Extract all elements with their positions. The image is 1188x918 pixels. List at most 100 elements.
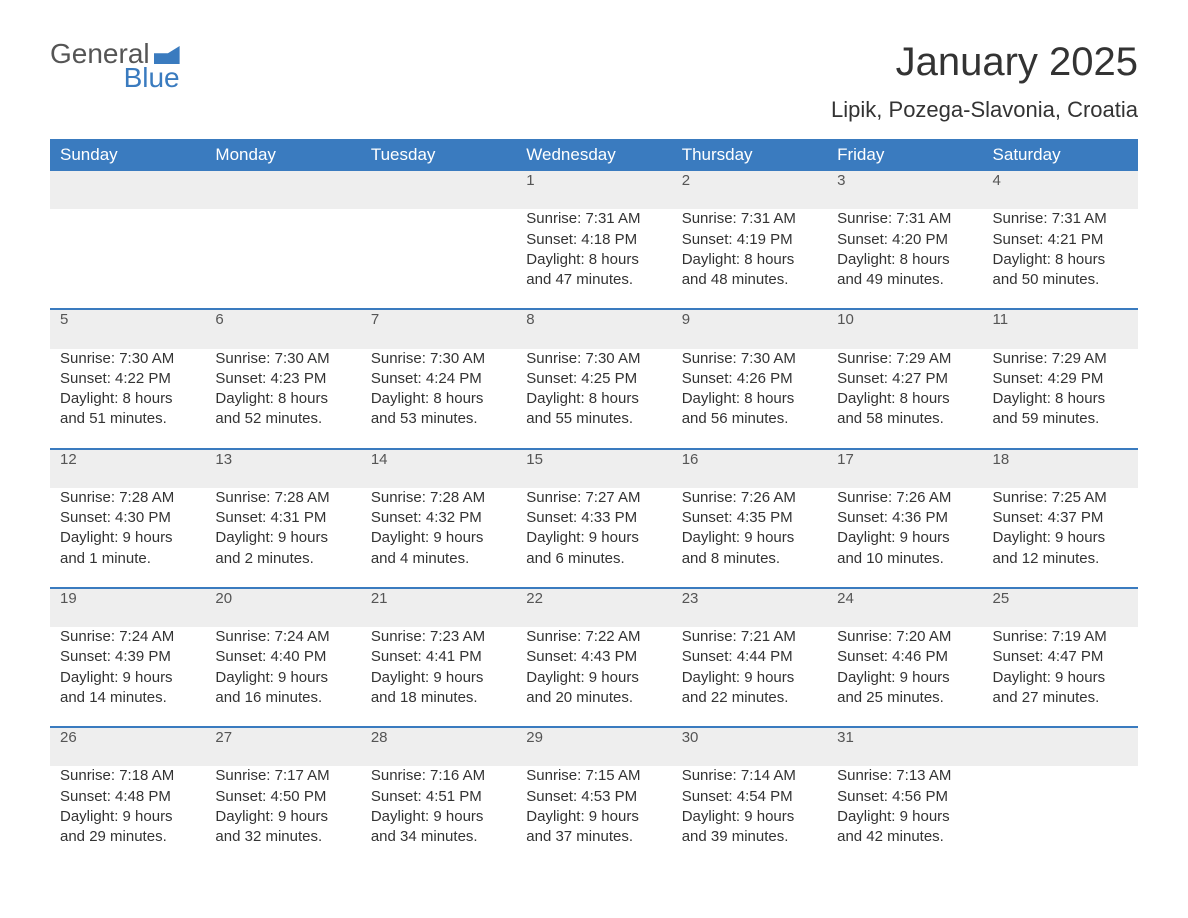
sunset-text: Sunset: 4:54 PM (682, 787, 817, 807)
day-content-cell (983, 766, 1138, 865)
day-number-cell: 10 (827, 309, 982, 348)
daylight-text: Daylight: 9 hours (371, 807, 506, 827)
daylight-text: Daylight: 9 hours (837, 668, 972, 688)
weekday-header: Tuesday (361, 139, 516, 171)
daylight-text: Daylight: 9 hours (371, 528, 506, 548)
sunset-text: Sunset: 4:30 PM (60, 508, 195, 528)
day-content-cell: Sunrise: 7:29 AMSunset: 4:29 PMDaylight:… (983, 349, 1138, 449)
daylight-text: Daylight: 9 hours (837, 528, 972, 548)
day-number: 4 (993, 172, 1001, 189)
day-content-cell (361, 209, 516, 309)
daylight-text: Daylight: 9 hours (215, 668, 350, 688)
day-content-row: Sunrise: 7:28 AM Sunset: 4:30 PM Daylight:… (50, 488, 1138, 588)
logo-icon (154, 46, 180, 64)
day-number-cell: 19 (50, 588, 205, 627)
sunrise-text: Sunrise: 7:26 AM (837, 488, 972, 508)
day-number-cell: 6 (205, 309, 360, 348)
calendar-table: Sunday Monday Tuesday Wednesday Thursday… (50, 139, 1138, 865)
day-content-cell: Sunrise: 7:24 AMSunset: 4:40 PMDaylight:… (205, 627, 360, 727)
daylight-text: Daylight: 8 hours (682, 389, 817, 409)
day-content-row: Sunrise: 7:31 AMSunset: 4:18 PMDaylight:… (50, 209, 1138, 309)
sunset-text: Sunset: 4:46 PM (837, 647, 972, 667)
sunrise-text: Sunrise: 7:30 AM (60, 349, 195, 369)
day-number: 9 (682, 311, 690, 328)
sunset-text: Sunset: 4:26 PM (682, 369, 817, 389)
day-number: 12 (60, 451, 77, 468)
day-number-cell: 22 (516, 588, 671, 627)
day-number-cell: 13 (205, 449, 360, 488)
day-content-cell: Sunrise: 7:22 AMSunset: 4:43 PMDaylight:… (516, 627, 671, 727)
sunrise-text: Sunrise: 7:29 AM (837, 349, 972, 369)
day-number-cell (50, 171, 205, 209)
sunset-text: Sunset: 4:23 PM (215, 369, 350, 389)
day-number-cell: 3 (827, 171, 982, 209)
logo-text-blue: Blue (124, 64, 180, 92)
daylight-text: and 49 minutes. (837, 270, 972, 290)
day-content-cell: Sunrise: 7:27 AMSunset: 4:33 PMDaylight:… (516, 488, 671, 588)
daylight-text: Daylight: 8 hours (526, 389, 661, 409)
daylight-text: Daylight: 8 hours (837, 389, 972, 409)
day-number-row: 262728293031 (50, 727, 1138, 766)
daylight-text: Daylight: 9 hours (526, 668, 661, 688)
daylight-text: and 55 minutes. (526, 409, 661, 429)
daylight-text: and 16 minutes. (215, 688, 350, 708)
title-block: January 2025 Lipik, Pozega-Slavonia, Cro… (831, 40, 1138, 131)
sunrise-text: Sunrise: 7:28 AM (215, 488, 350, 508)
day-number: 21 (371, 590, 388, 607)
daylight-text: and 6 minutes. (526, 549, 661, 569)
day-content-cell: Sunrise: 7:28 AMSunset: 4:32 PMDaylight:… (361, 488, 516, 588)
daylight-text: Daylight: 8 hours (526, 250, 661, 270)
day-number: 7 (371, 311, 379, 328)
sunrise-text: Sunrise: 7:19 AM (993, 627, 1128, 647)
sunrise-text: Sunrise: 7:15 AM (526, 766, 661, 786)
daylight-text: Daylight: 9 hours (682, 807, 817, 827)
day-number-cell: 20 (205, 588, 360, 627)
header: General Blue January 2025 Lipik, Pozega-… (50, 40, 1138, 131)
sunset-text: Sunset: 4:48 PM (60, 787, 195, 807)
daylight-text: and 48 minutes. (682, 270, 817, 290)
day-number-cell (205, 171, 360, 209)
day-content-cell: Sunrise: 7:15 AMSunset: 4:53 PMDaylight:… (516, 766, 671, 865)
sunrise-text: Sunrise: 7:30 AM (526, 349, 661, 369)
day-number: 6 (215, 311, 223, 328)
day-content-cell: Sunrise: 7:29 AMSunset: 4:27 PMDaylight:… (827, 349, 982, 449)
month-title: January 2025 (831, 40, 1138, 85)
day-number: 10 (837, 311, 854, 328)
sunrise-text: Sunrise: 7:28 AM (371, 488, 506, 508)
sunrise-text: Sunrise: 7:16 AM (371, 766, 506, 786)
sunset-text: Sunset: 4:33 PM (526, 508, 661, 528)
daylight-text: and 34 minutes. (371, 827, 506, 847)
weekday-header: Saturday (983, 139, 1138, 171)
day-number-cell: 7 (361, 309, 516, 348)
day-content-cell: Sunrise: 7:23 AMSunset: 4:41 PMDaylight:… (361, 627, 516, 727)
day-number-cell (983, 727, 1138, 766)
daylight-text: and 39 minutes. (682, 827, 817, 847)
day-content-cell: Sunrise: 7:17 AMSunset: 4:50 PMDaylight:… (205, 766, 360, 865)
day-content-cell (205, 209, 360, 309)
daylight-text: Daylight: 8 hours (993, 250, 1128, 270)
sunrise-text: Sunrise: 7:26 AM (682, 488, 817, 508)
sunset-text: Sunset: 4:51 PM (371, 787, 506, 807)
sunrise-text: Sunrise: 7:23 AM (371, 627, 506, 647)
day-number: 29 (526, 729, 543, 746)
weekday-header: Monday (205, 139, 360, 171)
sunset-text: Sunset: 4:41 PM (371, 647, 506, 667)
day-number-cell: 16 (672, 449, 827, 488)
day-content-cell: Sunrise: 7:30 AMSunset: 4:26 PMDaylight:… (672, 349, 827, 449)
day-content-cell: Sunrise: 7:31 AMSunset: 4:18 PMDaylight:… (516, 209, 671, 309)
daylight-text: and 50 minutes. (993, 270, 1128, 290)
sunset-text: Sunset: 4:31 PM (215, 508, 350, 528)
sunrise-text: Sunrise: 7:24 AM (215, 627, 350, 647)
sunrise-text: Sunrise: 7:13 AM (837, 766, 972, 786)
daylight-text: Daylight: 9 hours (682, 668, 817, 688)
day-content-row: Sunrise: 7:30 AMSunset: 4:22 PMDaylight:… (50, 349, 1138, 449)
sunrise-text: Sunrise: 7:14 AM (682, 766, 817, 786)
day-number: 3 (837, 172, 845, 189)
daylight-text: Daylight: 9 hours (682, 528, 817, 548)
sunset-text: Sunset: 4:24 PM (371, 369, 506, 389)
daylight-text: and 53 minutes. (371, 409, 506, 429)
day-number-cell: 26 (50, 727, 205, 766)
sunset-text: Sunset: 4:19 PM (682, 230, 817, 250)
daylight-text: and 1 minute. (60, 549, 195, 569)
daylight-text: Daylight: 9 hours (60, 807, 195, 827)
